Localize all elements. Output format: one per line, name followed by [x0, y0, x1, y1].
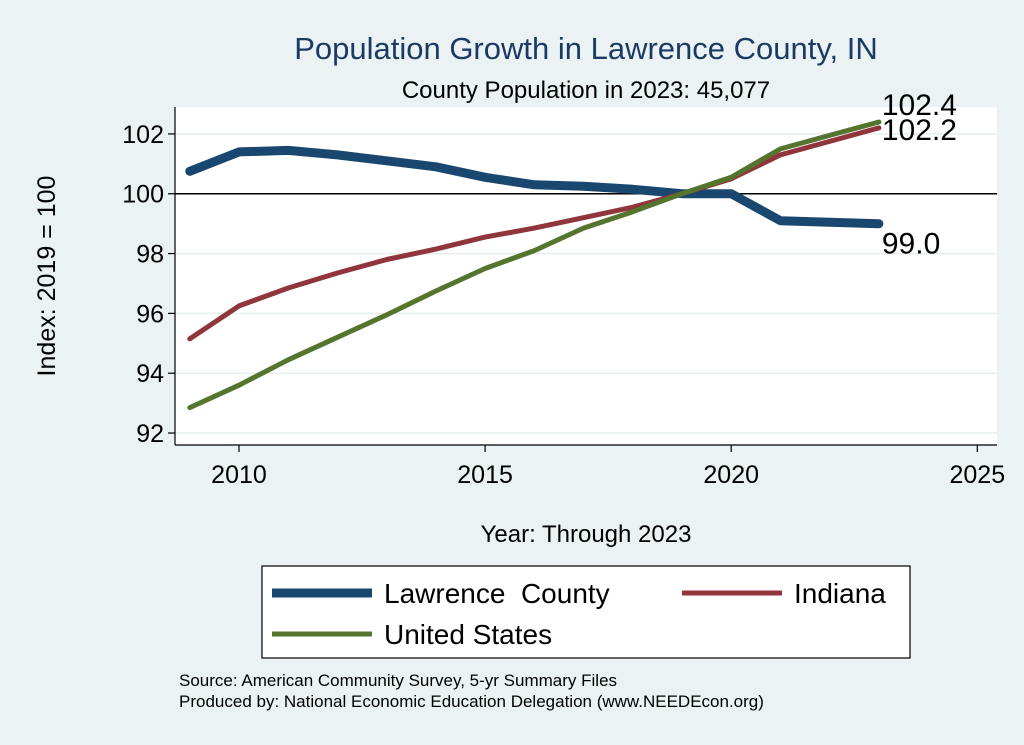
series-line-3 — [187, 119, 882, 411]
series-lines — [185, 119, 884, 411]
chart-title: Population Growth in Lawrence County, IN — [294, 31, 878, 66]
end-label-3: 102.4 — [882, 89, 957, 122]
series-line-1 — [185, 145, 884, 229]
plot-area — [175, 107, 997, 445]
legend-label-1: Lawrence County — [384, 578, 610, 609]
gridlines — [175, 133, 997, 434]
x-axis-ticks: 2010 2015 2020 2025 — [211, 445, 1005, 489]
x-tick-label: 2010 — [211, 461, 267, 489]
producer-note: Produced by: National Economic Education… — [179, 692, 764, 711]
series-line-2 — [187, 125, 882, 342]
legend — [261, 565, 911, 659]
x-tick-label: 2015 — [457, 461, 513, 489]
y-tick-label: 94 — [136, 360, 164, 388]
y-tick-label: 92 — [136, 420, 164, 448]
y-tick-label: 102 — [122, 121, 164, 149]
x-tick-label: 2025 — [949, 461, 1005, 489]
y-tick-label: 98 — [136, 241, 164, 269]
chart-subtitle: County Population in 2023: 45,077 — [402, 77, 770, 104]
end-label-1: 99.0 — [882, 228, 940, 261]
x-axis-title: Year: Through 2023 — [481, 521, 692, 548]
end-label-2: 102.2 — [882, 114, 957, 147]
x-tick-label: 2020 — [703, 461, 759, 489]
legend-label-2: Indiana — [794, 578, 886, 609]
y-tick-label: 96 — [136, 300, 164, 328]
legend-label-3: United States — [384, 619, 552, 650]
legend-items: Lawrence County Indiana United States — [272, 578, 886, 650]
source-note: Source: American Community Survey, 5-yr … — [179, 671, 617, 690]
y-axis-title: Index: 2019 = 100 — [33, 176, 61, 377]
y-tick-label: 100 — [122, 181, 164, 209]
y-axis-ticks: 92 94 96 98 100 102 — [122, 121, 175, 448]
